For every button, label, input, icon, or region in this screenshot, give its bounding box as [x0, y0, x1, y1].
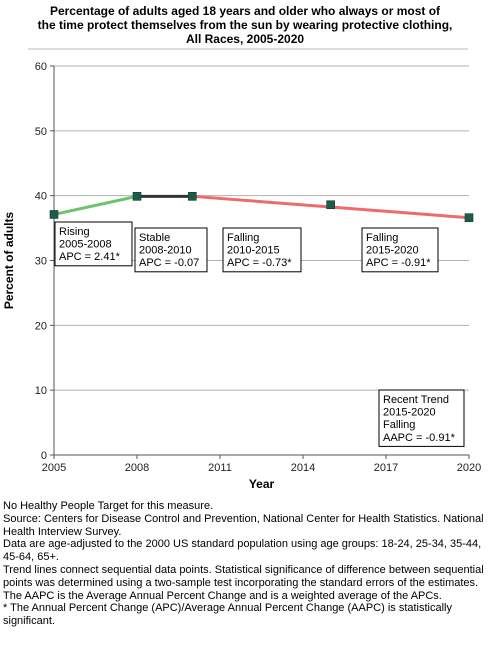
note-age-adjustment: Data are age-adjusted to the 2000 US sta… — [3, 538, 482, 564]
x-axis-title: Year — [249, 477, 275, 491]
x-tick-label: 2014 — [291, 462, 315, 474]
annotation-text: Recent Trend — [383, 394, 449, 406]
y-tick-label: 0 — [41, 450, 47, 462]
annotation-box — [134, 227, 208, 273]
data-point — [464, 213, 474, 223]
annotation-box — [361, 227, 439, 273]
note-aapc: The AAPC is the Average Annual Percent C… — [3, 589, 442, 602]
annotation-text: Falling — [366, 232, 398, 244]
annotation-text: Falling — [383, 419, 415, 431]
annotation-box — [378, 389, 465, 447]
annotation-text: 2015-2020 — [366, 245, 419, 257]
x-tick-label: 2005 — [42, 462, 66, 474]
x-tick-label: 2008 — [125, 462, 149, 474]
chart: Percentage of adults aged 18 years and o… — [2, 4, 481, 491]
data-point — [49, 210, 59, 219]
trend-line-rising — [52, 194, 139, 216]
x-tick-label: 2011 — [208, 462, 232, 474]
note-trend-lines: Trend lines connect sequential data poin… — [3, 563, 484, 589]
y-tick-label: 60 — [35, 61, 47, 73]
annotation-text: 2015-2020 — [383, 407, 436, 419]
y-tick-label: 20 — [35, 320, 47, 332]
data-point — [326, 200, 335, 210]
y-tick-label: 10 — [35, 385, 47, 397]
annotation-box — [222, 227, 302, 273]
annotation-text: Stable — [139, 232, 170, 244]
annotation-text: APC = -0.73* — [227, 257, 292, 269]
x-tick-label: 2020 — [457, 462, 481, 474]
chart-title-line: Percentage of adults aged 18 years and o… — [50, 4, 441, 18]
annotation-text: 2008-2010 — [139, 245, 192, 257]
chart-title-line: All Races, 2005-2020 — [186, 32, 304, 46]
annotation-text: APC = -0.07 — [139, 257, 199, 269]
x-tick-label: 2017 — [374, 462, 398, 474]
data-point — [132, 192, 142, 201]
y-axis-title: Percent of adults — [2, 212, 16, 310]
annotation-text: APC = -0.91* — [366, 257, 431, 269]
y-tick-label: 40 — [35, 191, 47, 203]
footnotes: No Healthy People Target for this measur… — [3, 500, 489, 628]
note-source: Source: Centers for Disease Control and … — [3, 512, 484, 538]
annotation-text: AAPC = -0.91* — [383, 432, 456, 444]
annotation-text: 2005-2008 — [59, 239, 112, 251]
note-target: No Healthy People Target for this measur… — [3, 500, 214, 512]
note-significance: * The Annual Percent Change (APC)/Averag… — [3, 602, 453, 628]
annotation-box — [54, 221, 133, 267]
chart-title-line: the time protect themselves from the sun… — [38, 18, 453, 32]
annotation-text: APC = 2.41* — [59, 251, 121, 263]
annotation-text: Falling — [227, 232, 259, 244]
data-point — [188, 192, 197, 201]
y-tick-label: 50 — [35, 126, 47, 138]
annotation-text: 2010-2015 — [227, 245, 280, 257]
annotation-text: Rising — [59, 226, 90, 238]
y-tick-label: 30 — [35, 256, 47, 268]
